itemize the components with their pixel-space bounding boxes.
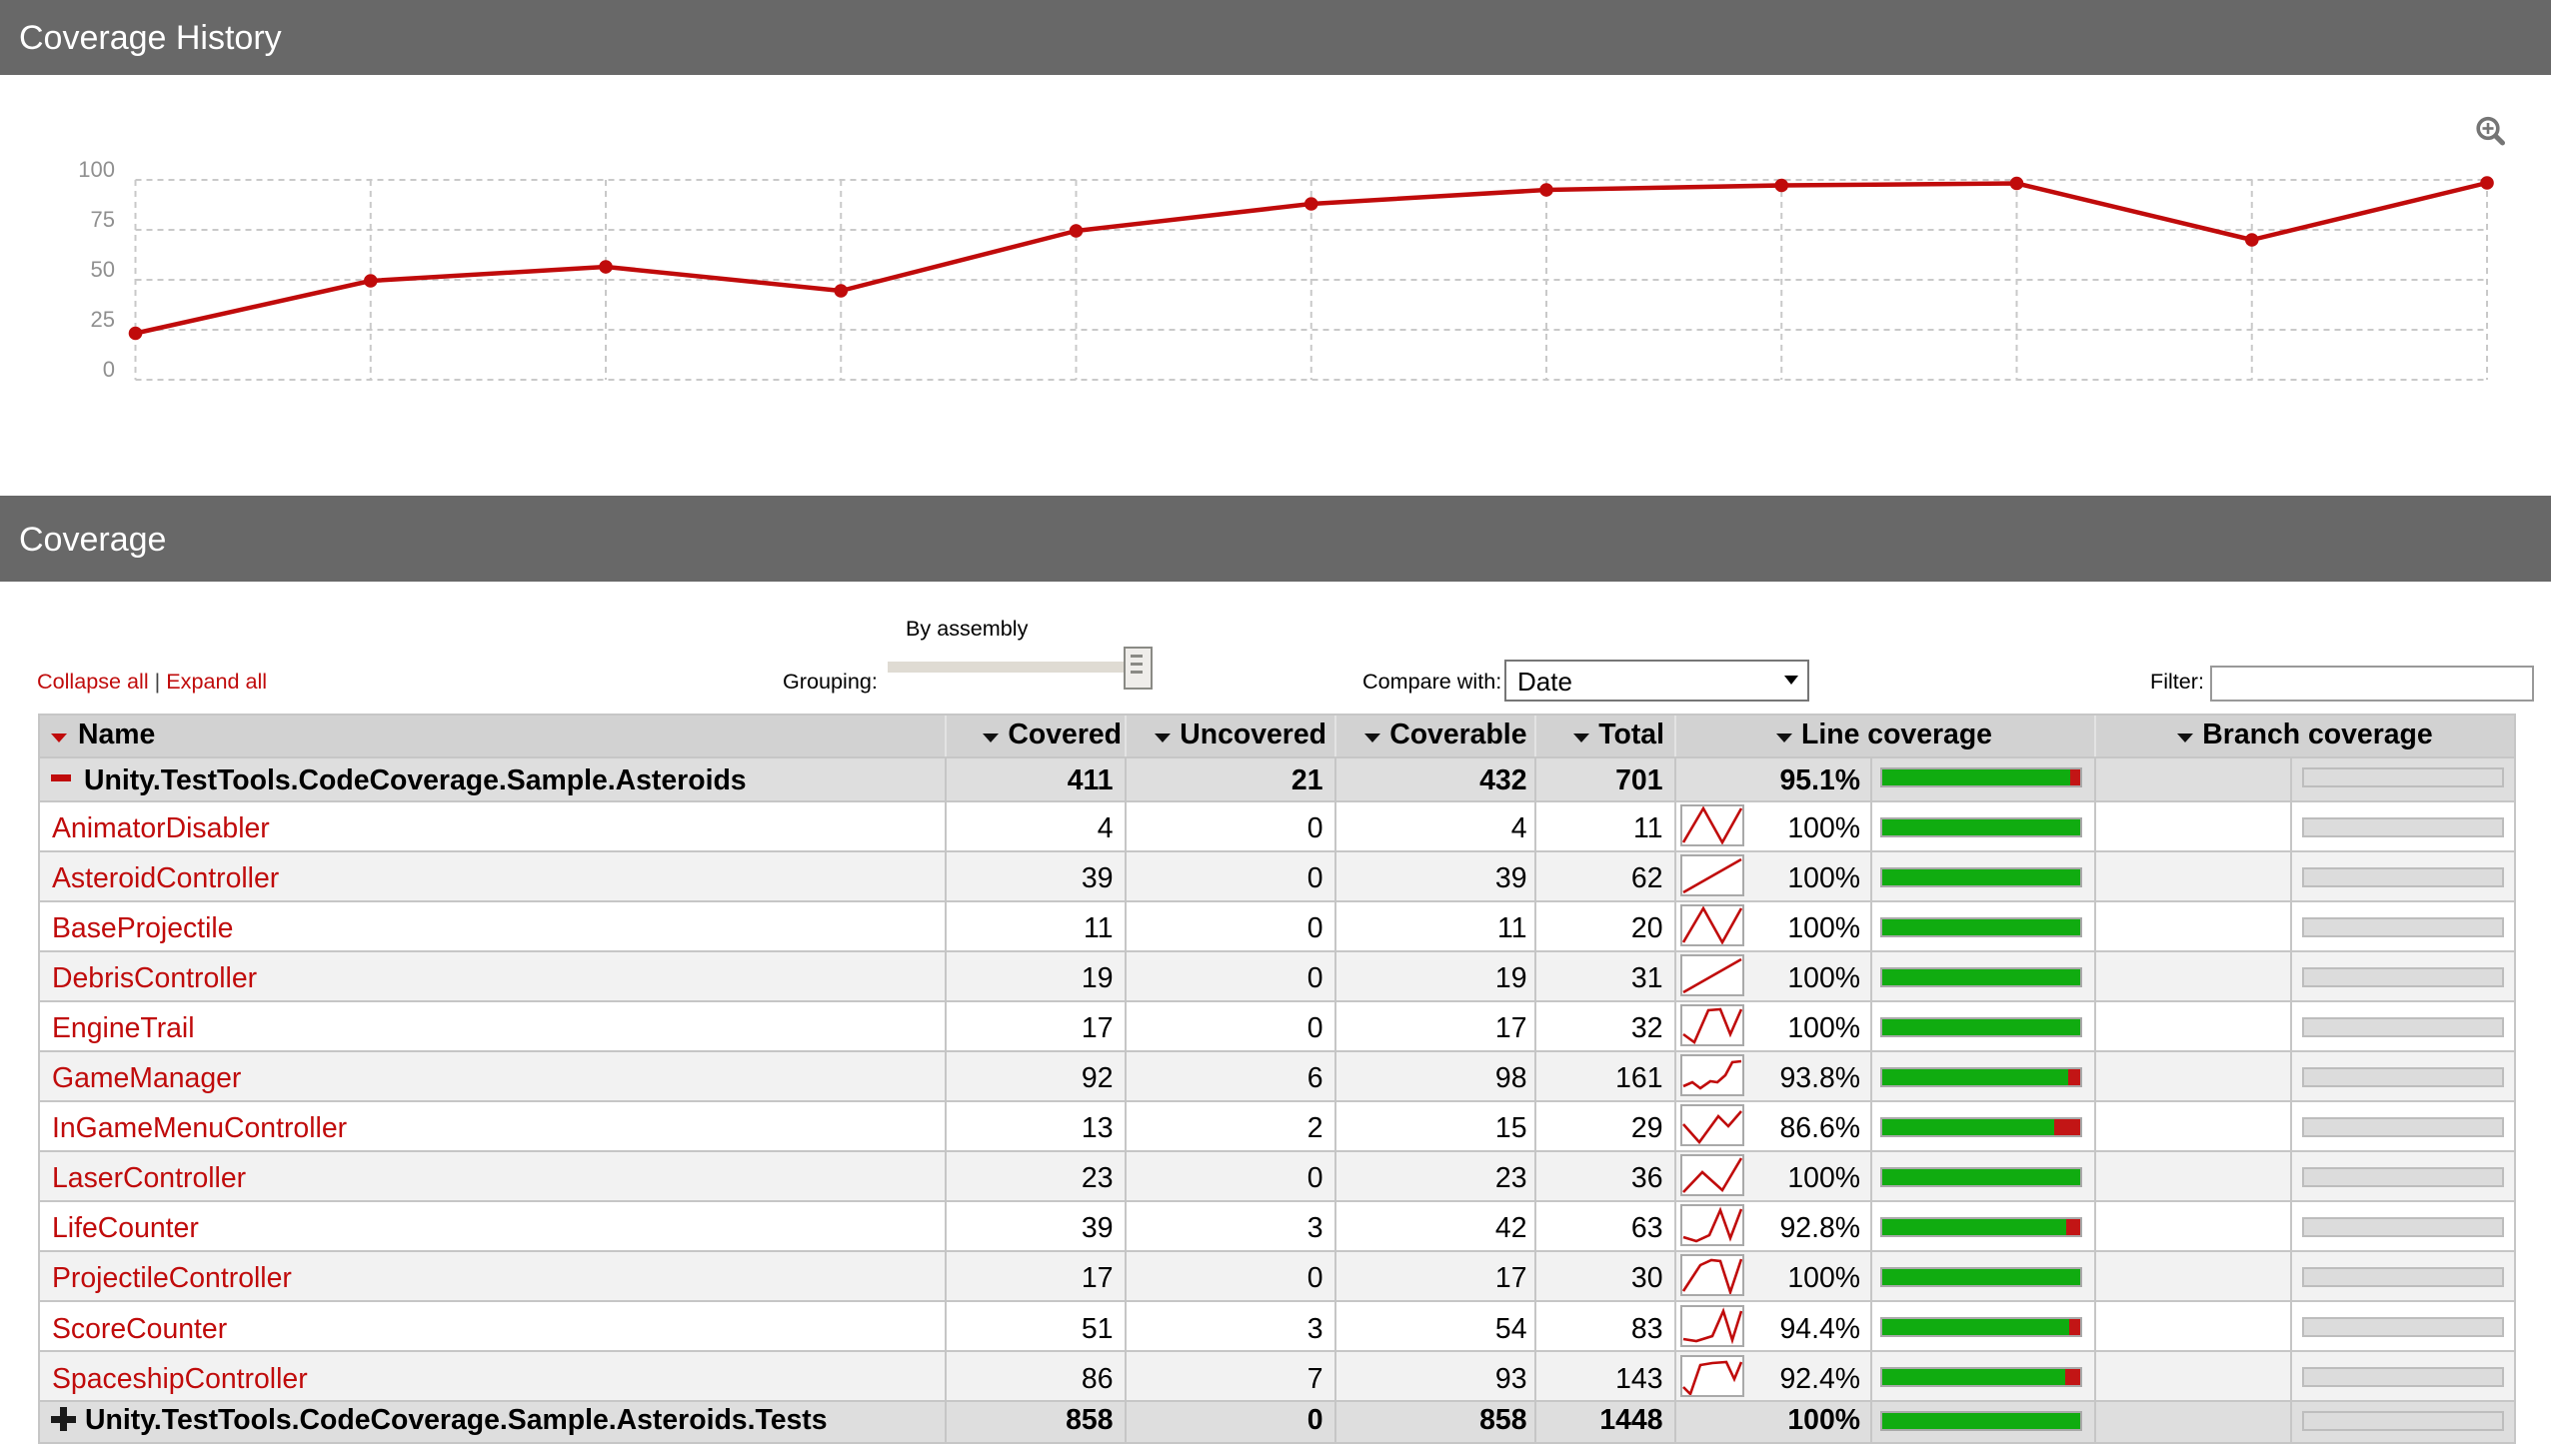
svg-text:0: 0 [103, 357, 115, 382]
svg-text:50: 50 [91, 257, 115, 282]
svg-text:100: 100 [78, 157, 115, 182]
svg-text:75: 75 [91, 207, 115, 232]
svg-text:25: 25 [91, 307, 115, 332]
